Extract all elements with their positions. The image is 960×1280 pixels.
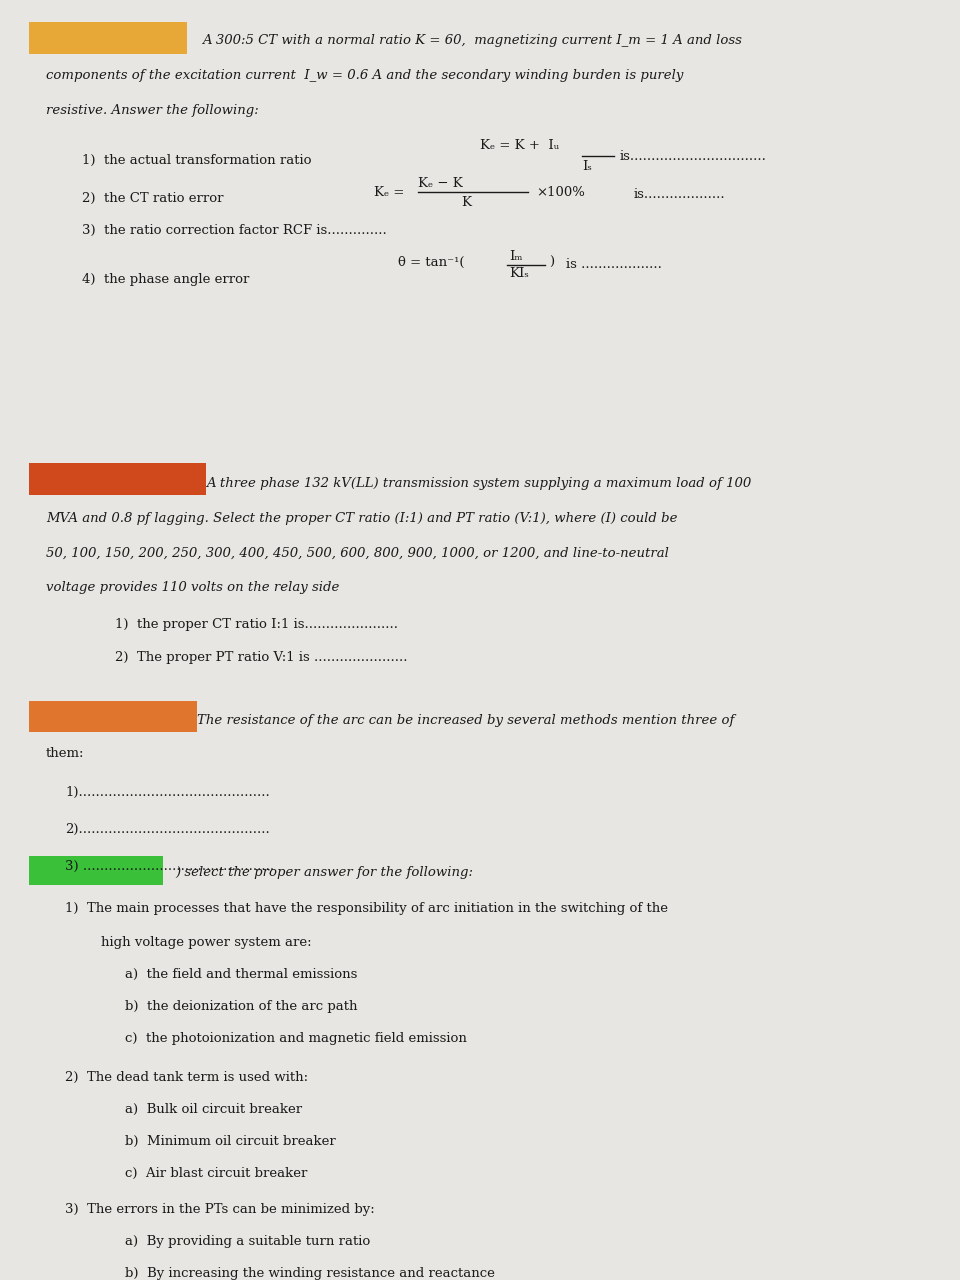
Text: Iₛ: Iₛ	[582, 160, 591, 173]
Text: 50, 100, 150, 200, 250, 300, 400, 450, 500, 600, 800, 900, 1000, or 1200, and li: 50, 100, 150, 200, 250, 300, 400, 450, 5…	[46, 547, 669, 559]
Text: 3)  the ratio correction factor RCF is..............: 3) the ratio correction factor RCF is...…	[82, 224, 386, 237]
Text: c)  Air blast circuit breaker: c) Air blast circuit breaker	[125, 1167, 307, 1180]
Text: MVA and 0.8 pf lagging. Select the proper CT ratio (I:1) and PT ratio (V:1), whe: MVA and 0.8 pf lagging. Select the prope…	[46, 512, 678, 525]
Bar	[29, 462, 206, 494]
Text: components of the excitation current  I_w = 0.6 A and the secondary winding burd: components of the excitation current I_w…	[46, 69, 684, 82]
Text: ): )	[549, 256, 554, 269]
Text: ×100%: ×100%	[536, 186, 585, 198]
Text: A three phase 132 kV(LL) transmission system supplying a maximum load of 100: A three phase 132 kV(LL) transmission sy…	[206, 477, 752, 490]
Text: 1)  the actual transformation ratio: 1) the actual transformation ratio	[82, 154, 311, 166]
Text: b)  By increasing the winding resistance and reactance: b) By increasing the winding resistance …	[125, 1267, 494, 1280]
Bar	[29, 701, 197, 732]
Text: A 300:5 CT with a normal ratio K = 60,  magnetizing current I_m = 1 A and loss: A 300:5 CT with a normal ratio K = 60, m…	[202, 35, 741, 47]
Text: 2)  The proper PT ratio V:1 is ......................: 2) The proper PT ratio V:1 is ..........…	[115, 652, 408, 664]
Text: high voltage power system are:: high voltage power system are:	[101, 936, 311, 948]
Bar	[29, 855, 163, 886]
Text: a)  Bulk oil circuit breaker: a) Bulk oil circuit breaker	[125, 1103, 302, 1116]
Text: resistive. Answer the following:: resistive. Answer the following:	[46, 104, 259, 116]
Text: voltage provides 110 volts on the relay side: voltage provides 110 volts on the relay …	[46, 581, 340, 594]
Text: The resistance of the arc can be increased by several methods mention three of: The resistance of the arc can be increas…	[197, 714, 734, 727]
Text: b)  Minimum oil circuit breaker: b) Minimum oil circuit breaker	[125, 1135, 336, 1148]
Text: Kₑ =: Kₑ =	[374, 186, 405, 198]
Text: is...................: is...................	[634, 188, 725, 201]
Text: c)  the photoionization and magnetic field emission: c) the photoionization and magnetic fiel…	[125, 1032, 467, 1044]
Bar	[29, 22, 187, 54]
Text: 2).............................................: 2)......................................…	[65, 823, 270, 836]
Text: 2)  The dead tank term is used with:: 2) The dead tank term is used with:	[65, 1071, 308, 1084]
Text: 4)  the phase angle error: 4) the phase angle error	[82, 273, 249, 285]
Text: KIₛ: KIₛ	[509, 268, 529, 280]
Text: is................................: is................................	[619, 150, 766, 163]
Text: 1)  The main processes that have the responsibility of arc initiation in the swi: 1) The main processes that have the resp…	[65, 902, 668, 915]
Text: 1)  the proper CT ratio I:1 is......................: 1) the proper CT ratio I:1 is...........…	[115, 618, 398, 631]
Text: b)  the deionization of the arc path: b) the deionization of the arc path	[125, 1000, 357, 1012]
Text: Kₑ − K: Kₑ − K	[418, 177, 463, 189]
Text: Iₘ: Iₘ	[509, 250, 522, 262]
Text: is ...................: is ...................	[566, 259, 662, 271]
Text: 2)  the CT ratio error: 2) the CT ratio error	[82, 192, 223, 205]
Text: 3)  The errors in the PTs can be minimized by:: 3) The errors in the PTs can be minimize…	[65, 1203, 375, 1216]
Text: K: K	[461, 196, 470, 209]
Text: θ = tan⁻¹(: θ = tan⁻¹(	[398, 256, 465, 269]
Text: a)  By providing a suitable turn ratio: a) By providing a suitable turn ratio	[125, 1235, 370, 1248]
Text: 3) .............................................: 3) .....................................…	[65, 860, 275, 873]
Text: Kₑ = K +  Iᵤ: Kₑ = K + Iᵤ	[480, 140, 559, 152]
Text: 1).............................................: 1)......................................…	[65, 786, 270, 799]
Text: ) select the proper answer for the following:: ) select the proper answer for the follo…	[176, 867, 473, 879]
Text: a)  the field and thermal emissions: a) the field and thermal emissions	[125, 968, 357, 980]
Text: them:: them:	[46, 748, 84, 760]
